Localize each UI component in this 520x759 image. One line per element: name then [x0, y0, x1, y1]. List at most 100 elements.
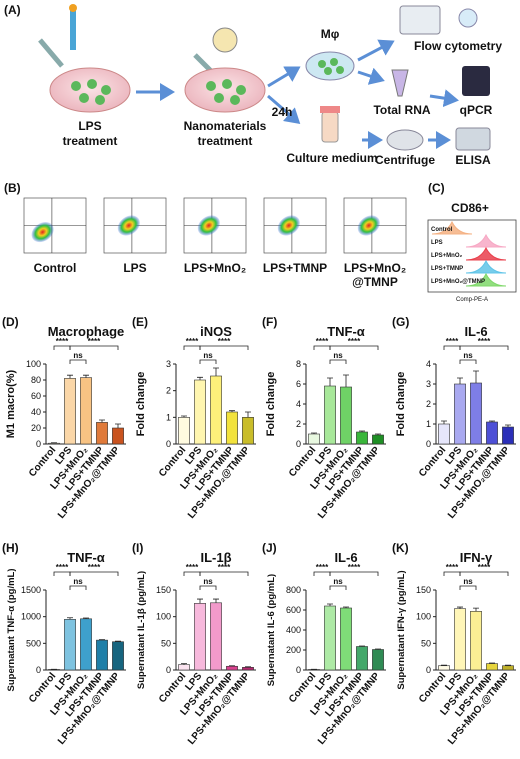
histogram-curve [431, 220, 473, 235]
y-tick-label: 150 [416, 585, 431, 595]
error-bar [83, 374, 89, 378]
cell [336, 66, 344, 74]
significance-label: ns [463, 577, 473, 586]
cell [324, 67, 332, 75]
dish [49, 67, 131, 113]
sample-label: LPS+MnO₂ [344, 261, 406, 275]
cell [71, 81, 81, 91]
bar [80, 618, 92, 671]
sample-label: @TMNP [352, 275, 398, 289]
y-tick-label: 500 [26, 638, 41, 648]
panel-label: (J) [262, 541, 277, 555]
bar [96, 639, 108, 671]
significance-bracket [329, 585, 347, 590]
y-axis-label: M1 macro(%) [5, 369, 17, 438]
y-tick-label: 0 [296, 439, 301, 449]
panel-label: (G) [392, 315, 409, 329]
significance-label: **** [316, 337, 329, 346]
bar-chart: (D) Macrophage M1 macro(%) 0 20 40 60 80 100 Cont… [2, 315, 126, 521]
histogram-sample-label: LPS+TMNP [431, 266, 463, 272]
significance-bracket [183, 571, 201, 576]
bar [64, 619, 76, 671]
bar [470, 382, 482, 445]
cell-population [277, 215, 300, 236]
significance-bracket [313, 345, 331, 350]
bar [454, 608, 466, 671]
bar-chart: (I) IL-1β Supernatant IL-1β (pg/mL) 0 50 100 1… [132, 541, 256, 747]
error-bar [457, 606, 463, 609]
cell-population [197, 215, 220, 236]
y-tick-label: 0 [426, 665, 431, 675]
y-tick-label: 6 [296, 379, 301, 389]
error-bar [67, 374, 73, 379]
chart-title: TNF-α [67, 550, 105, 565]
significance-label: ns [463, 351, 473, 360]
x-tick-label: Control [287, 671, 318, 705]
bar [438, 665, 450, 671]
error-bar [359, 430, 365, 432]
y-tick-label: 80 [31, 375, 41, 385]
y-tick-label: 3 [426, 379, 431, 389]
chart-title: TNF-α [327, 324, 365, 339]
step-label: treatment [198, 134, 253, 148]
sample-label: Control [34, 261, 77, 275]
bar [96, 422, 108, 445]
error-bar [343, 606, 349, 608]
cell-population [357, 215, 380, 236]
nanoparticle-icon [212, 27, 238, 53]
panel-label: (I) [132, 541, 143, 555]
schematic: LPS treatment Nanomaterials treatment 24… [38, 4, 502, 167]
y-tick-label: 50 [161, 638, 171, 648]
step-label: Nanomaterials [184, 119, 267, 133]
significance-bracket [329, 345, 379, 350]
error-bar [197, 598, 203, 604]
significance-bracket [459, 345, 509, 350]
significance-label: ns [333, 351, 343, 360]
cell [87, 79, 97, 89]
histogram-sample-label: LPS+MnO₂@TMNP [431, 279, 485, 285]
chart-title: Macrophage [48, 324, 125, 339]
error-bar [327, 377, 333, 386]
bar [80, 377, 92, 445]
bar [194, 379, 206, 445]
error-bar [99, 639, 105, 641]
bar [324, 605, 336, 671]
y-tick-label: 100 [416, 612, 431, 622]
significance-label: **** [446, 563, 459, 572]
y-tick-label: 1 [426, 419, 431, 429]
tube-cap [320, 106, 340, 113]
bar [340, 386, 352, 445]
bar [438, 423, 450, 445]
panel-label: (H) [2, 541, 19, 555]
y-tick-label: 0 [166, 665, 171, 675]
step-label: ELISA [455, 153, 491, 167]
significance-label: **** [446, 337, 459, 346]
y-tick-label: 1000 [21, 612, 41, 622]
significance-bracket [183, 345, 201, 350]
bar [194, 603, 206, 671]
elisa-icon [455, 127, 491, 151]
significance-bracket [199, 571, 249, 576]
error-bar [67, 617, 73, 620]
bar [486, 663, 498, 671]
significance-bracket [443, 571, 461, 576]
y-axis-label: Supernatant IL-1β (pg/mL) [136, 571, 147, 689]
step-label: treatment [63, 134, 118, 148]
error-bar [311, 432, 317, 434]
histogram-curve [465, 246, 507, 261]
x-tick-label: Control [287, 445, 318, 479]
bar [210, 602, 222, 671]
significance-label: **** [218, 337, 231, 346]
cell [318, 60, 326, 68]
significance-label: **** [186, 563, 199, 572]
plot-icon [458, 8, 478, 28]
flow-plots: Control LPS LPS+MnO₂ LPS+TMNP LPS+MnO₂@TMNP [23, 197, 407, 289]
significance-bracket [69, 571, 119, 576]
significance-label: ns [203, 577, 213, 586]
bar [372, 434, 384, 445]
y-tick-label: 40 [31, 407, 41, 417]
histogram-title: CD86+ [451, 201, 489, 215]
bar [486, 421, 498, 445]
y-tick-label: 100 [156, 612, 171, 622]
